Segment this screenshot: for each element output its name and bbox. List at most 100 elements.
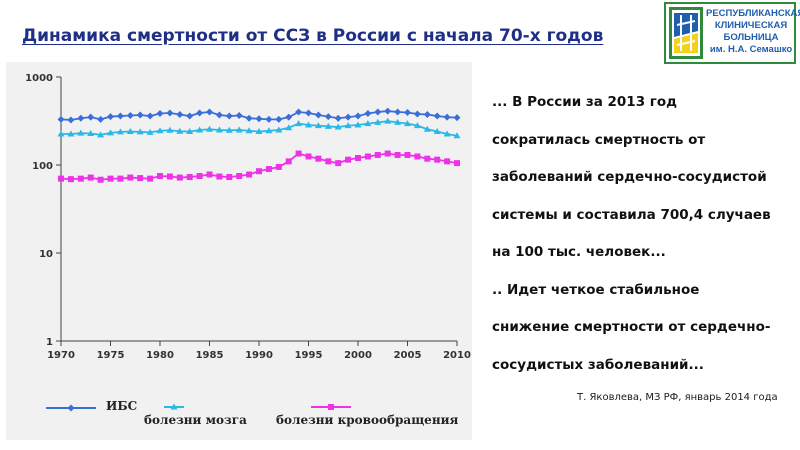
data-point: [265, 166, 272, 173]
data-point: [275, 163, 282, 170]
data-point: [57, 115, 65, 123]
data-point: [275, 115, 283, 123]
data-point: [424, 155, 431, 162]
data-point: [77, 114, 85, 122]
data-point: [285, 158, 292, 165]
logo-line: БОЛЬНИЦА: [723, 32, 779, 43]
x-tick-label: 1985: [196, 350, 224, 361]
data-point: [156, 127, 164, 134]
data-point: [235, 126, 243, 133]
data-point: [255, 128, 263, 135]
data-point: [265, 115, 273, 123]
data-point: [344, 122, 352, 129]
data-point: [107, 175, 114, 182]
hospital-logo: РЕСПУБЛИКАНСКАЯ КЛИНИЧЕСКАЯ БОЛЬНИЦА им.…: [664, 2, 800, 64]
x-tick-label: 2000: [344, 350, 372, 361]
data-point: [404, 120, 411, 127]
data-point: [196, 109, 204, 117]
x-tick-label: 1980: [146, 350, 174, 361]
data-point: [117, 175, 124, 182]
data-point: [245, 114, 253, 122]
x-tick-label: 1975: [97, 350, 125, 361]
data-point: [127, 174, 134, 181]
data-point: [453, 132, 461, 139]
data-point: [355, 155, 361, 162]
data-point: [157, 172, 163, 179]
logo-line: КЛИНИЧЕСКАЯ: [714, 20, 788, 31]
data-point: [116, 128, 124, 135]
data-point: [413, 110, 421, 118]
x-tick-label: 2010: [443, 350, 471, 361]
data-point: [176, 127, 184, 134]
data-point: [324, 113, 332, 121]
data-point: [166, 126, 174, 133]
data-point: [196, 126, 204, 133]
quote-line: сократилась смертность от: [492, 131, 706, 148]
legend-label: болезни кровообращения: [276, 413, 459, 427]
data-point: [354, 112, 362, 120]
data-point: [58, 175, 64, 182]
data-point: [384, 117, 392, 124]
quote-line: на 100 тыс. человек...: [492, 244, 666, 260]
quote-line: сосудистых заболеваний...: [492, 356, 704, 373]
data-point: [404, 108, 411, 116]
data-point: [206, 108, 213, 116]
quote-line: заболеваний сердечно-сосудистой: [492, 169, 767, 185]
mortality-chart: 1 10 100 1000 1970 1975 1980 1985 1990 1995 2000 20…: [25, 73, 471, 427]
data-point: [136, 128, 144, 135]
data-point: [334, 114, 342, 122]
data-point: [137, 175, 144, 182]
data-point: [176, 174, 183, 181]
data-point: [295, 150, 302, 157]
data-point: [186, 174, 193, 181]
data-point: [215, 126, 223, 133]
data-point: [315, 155, 322, 162]
data-point: [413, 122, 421, 129]
data-point: [285, 113, 293, 121]
logo-text: РЕСПУБЛИКАНСКАЯ КЛИНИЧЕСКАЯ БОЛЬНИЦА им.…: [706, 8, 800, 56]
data-point: [364, 153, 371, 160]
data-point: [146, 112, 154, 120]
data-point: [374, 151, 381, 158]
quote-line: ... В России за 2013 год: [492, 94, 678, 110]
y-tick-label: 100: [32, 161, 53, 172]
data-point: [136, 111, 144, 119]
data-point: [126, 112, 134, 120]
data-point: [146, 128, 154, 135]
slide-title: Динамика смертности от ССЗ в России с на…: [22, 26, 604, 46]
data-point: [324, 122, 332, 129]
data-point: [453, 114, 461, 122]
legend-label: ИБС: [106, 399, 137, 413]
data-point: [364, 120, 372, 127]
legend-marker: [170, 403, 178, 410]
data-point: [245, 127, 253, 134]
data-point: [67, 176, 74, 183]
data-point: [67, 116, 75, 124]
legend-marker: [67, 404, 75, 412]
data-point: [57, 130, 65, 137]
data-point: [345, 156, 352, 163]
legend-marker: [328, 404, 334, 410]
data-point: [374, 118, 382, 125]
data-point: [186, 128, 194, 135]
data-point: [116, 112, 124, 120]
data-point: [295, 108, 303, 116]
data-point: [77, 129, 85, 136]
data-point: [305, 121, 312, 128]
data-point: [275, 126, 283, 133]
data-point: [335, 160, 342, 167]
data-point: [443, 113, 451, 121]
data-point: [394, 108, 402, 116]
data-point: [325, 158, 332, 165]
data-point: [67, 130, 75, 137]
data-point: [147, 175, 154, 182]
y-tick-label: 10: [39, 249, 53, 260]
x-tick-label: 1990: [245, 350, 273, 361]
data-point: [394, 151, 401, 158]
x-tick-label: 2005: [394, 350, 422, 361]
data-point: [433, 128, 441, 135]
logo-line: РЕСПУБЛИКАНСКАЯ: [706, 8, 800, 19]
data-point: [87, 174, 94, 181]
data-point: [87, 130, 95, 137]
data-point: [444, 158, 451, 165]
